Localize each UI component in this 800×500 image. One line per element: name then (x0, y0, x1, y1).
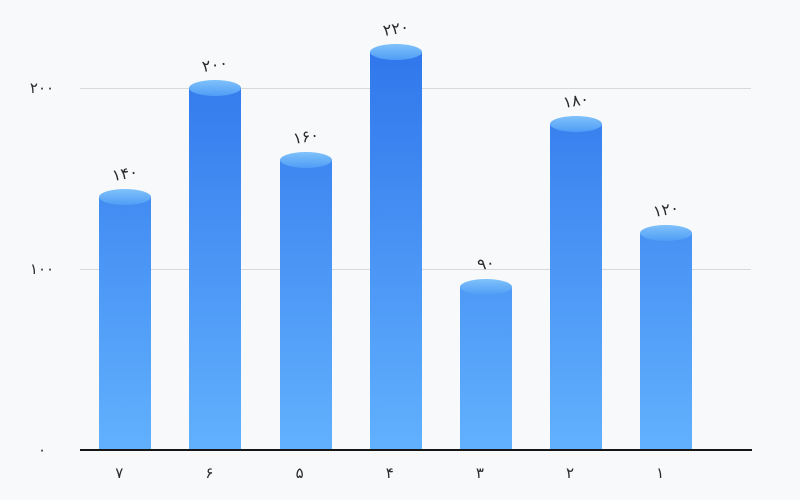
bar-cylinder-body (550, 124, 603, 450)
bar-cylinder-body (99, 196, 152, 450)
bar-value-label: ۱۸۰ (561, 89, 591, 113)
bar-cylinder-cap (279, 152, 332, 169)
x-tick-label: ۱ (656, 464, 665, 482)
bar-cylinder-cap (189, 80, 242, 96)
y-tick-label: ۲۰۰ (29, 79, 55, 97)
x-tick-label: ۳ (475, 464, 484, 482)
bar-value-label: ۱۲۰ (651, 197, 681, 221)
x-axis-line (80, 449, 752, 451)
bar-cylinder-cap (640, 224, 693, 241)
bar-cylinder-body (279, 160, 332, 450)
x-tick-label: ۲ (566, 464, 575, 482)
bar-cylinder-cap (99, 188, 152, 205)
bar-cylinder-body (459, 287, 512, 450)
bar-cylinder-cap (459, 279, 512, 296)
bar-value-label: ۱۴۰ (110, 161, 140, 185)
bar-cylinder-cap (369, 43, 422, 60)
bar-value-label: ۹۰ (475, 252, 496, 275)
bar-value-label: ۱۶۰ (291, 125, 320, 149)
bar-cylinder-body (189, 88, 242, 450)
y-tick-label: ۱۰۰ (29, 260, 55, 278)
x-tick-label: ۵ (295, 464, 304, 482)
bar-cylinder-cap (550, 116, 603, 133)
x-tick-label: ۶ (205, 464, 214, 482)
x-tick-label: ۷ (115, 464, 124, 482)
bar-cylinder-body (369, 51, 422, 450)
x-tick-label: ۴ (385, 464, 394, 482)
y-tick-label: ۰ (37, 441, 47, 459)
bar-value-label: ۲۰۰ (201, 52, 230, 77)
bar-cylinder-body (640, 232, 693, 450)
bar-value-label: ۲۲۰ (381, 16, 411, 40)
